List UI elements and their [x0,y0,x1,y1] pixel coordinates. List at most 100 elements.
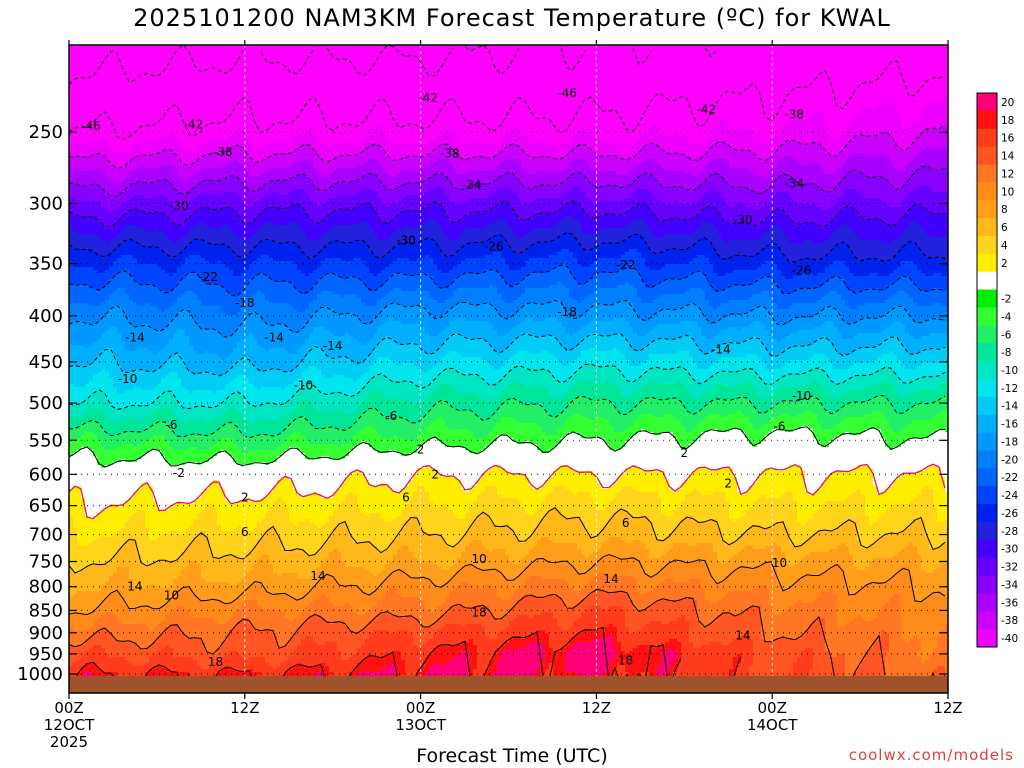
y-tick-label: 250 [29,122,63,143]
y-tick-label: 400 [29,306,63,327]
colorbar-swatch [977,235,997,255]
contour-label: -30 [169,199,189,213]
colorbar-swatch [977,432,997,451]
x-tick-label: 12Z [933,699,962,717]
colorbar-label: -30 [1001,544,1018,556]
x-tick-label: 2025 [50,733,88,751]
contour-label: -46 [557,86,577,100]
colorbar-label: 6 [1001,222,1008,234]
colorbar-swatch [977,343,997,362]
grid-lines [69,45,948,693]
colorbar-swatch [977,539,997,559]
contour-label: -26 [792,263,812,277]
colorbar-label: -10 [1001,365,1018,377]
contour-label: 2 [724,476,732,490]
x-tick-label: 12Z [230,699,259,717]
colorbar-label: -40 [1001,633,1018,645]
contour-label: -34 [784,176,804,190]
colorbar-label: -8 [1001,347,1011,359]
colorbar-label: -18 [1001,436,1018,448]
colorbar-swatch [977,396,997,416]
contour-label: -14 [323,339,343,353]
colorbar-label: -12 [1001,383,1018,395]
contour-label: -14 [264,331,284,345]
colorbar-label: 18 [1001,115,1014,127]
x-tick-label: 12OCT [44,716,95,734]
y-tick-label: 700 [29,525,63,546]
y-tick-label: 450 [29,352,63,373]
colorbar-label: -4 [1001,311,1012,323]
x-axis-title: Forecast Time (UTC) [0,745,1024,767]
contour-label: 18 [208,655,223,669]
chart-title: 2025101200 NAM3KM Forecast Temperature (… [0,4,1024,32]
x-tick-label: 00Z [406,699,435,717]
contour-label: -38 [440,146,460,160]
x-tick-label: 13OCT [395,716,446,734]
colorbar-label: -6 [1001,329,1012,341]
x-tick-label: 00Z [758,699,787,717]
contour-label: -6 [774,420,786,434]
contour-label: -38 [784,108,804,122]
contour-label: -30 [733,213,753,227]
x-tick-label: 00Z [54,699,83,717]
colorbar-swatch [977,486,997,505]
contour-label: 2 [431,467,439,481]
colorbar-label: -20 [1001,454,1018,466]
contour-label: 2 [241,491,249,505]
colorbar-label: -24 [1001,490,1018,502]
contour-label: 14 [310,569,325,583]
contour-label: -42 [696,103,716,117]
contour-label: 6 [402,491,410,505]
contour-label: -18 [557,305,577,319]
colorbar-label: 16 [1001,133,1015,145]
x-tick-label: 12Z [582,699,611,717]
contour-label: -22 [616,258,636,272]
contour-label: 18 [472,606,487,620]
colorbar-swatch [977,611,997,630]
x-tick-label: 14OCT [747,716,798,734]
colorbar-swatch [977,468,997,487]
y-tick-label: 750 [29,552,63,573]
contour-label: 6 [622,516,630,530]
colorbar-swatch [977,325,997,344]
contour-label: -34 [462,178,482,192]
colorbar-swatch [977,557,997,577]
plot-frame [68,44,949,694]
contour-label: -38 [213,145,233,159]
colorbar-swatch [977,521,997,541]
colorbar-swatch [977,93,997,112]
contour-label: -14 [125,331,145,345]
contour-label: -10 [294,378,314,392]
contour-label: -42 [184,117,204,131]
ground-surface [69,675,948,693]
contour-label: 2 [417,442,425,456]
colorbar-label: -36 [1001,597,1018,609]
colorbar-legend: 20 18 16 14 12 10 8 6 4 2 -2 -4 -6 -8 -10 -12 -14 -16 -18 -… [976,92,1018,648]
colorbar-swatch [977,182,997,201]
credit-text: coolwx.com/models [849,746,1014,764]
y-tick-label: 1000 [17,664,63,685]
colorbar-label: 20 [1001,97,1014,109]
colorbar-label: -16 [1001,419,1018,431]
temperature-field [69,45,948,693]
colorbar-label: 8 [1001,204,1008,216]
colorbar-swatch [977,378,997,398]
contour-label: 10 [164,588,179,602]
y-tick-label: 950 [29,644,63,665]
colorbar-swatch [977,200,997,219]
colorbar-label: -28 [1001,526,1018,538]
colorbar-label: -14 [1001,401,1018,413]
contour-label: -22 [198,270,218,284]
colorbar-swatch [977,575,997,594]
colorbar-swatch [977,164,997,183]
colorbar-label: -22 [1001,472,1018,484]
y-tick-label: 900 [29,623,63,644]
contour-label: 10 [472,552,487,566]
colorbar-swatch [977,450,997,469]
isotherm-contours [69,45,946,693]
colorbar-swatch [977,593,997,612]
contour-label: -14 [711,343,731,357]
colorbar-swatch [977,289,997,308]
y-tick-label: 650 [29,496,63,517]
